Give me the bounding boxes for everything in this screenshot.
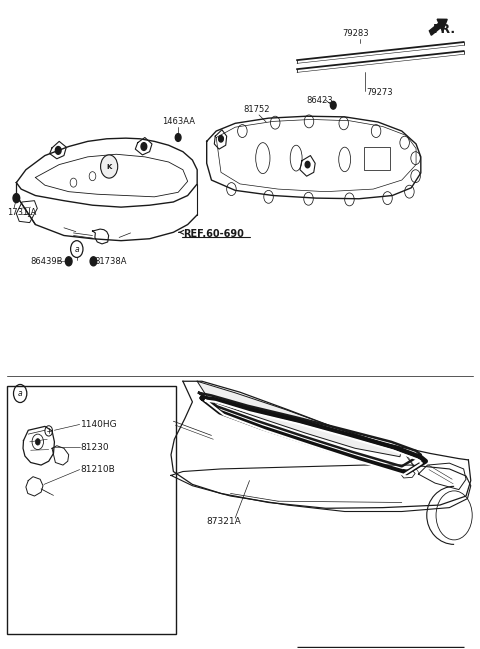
Text: K: K [107,164,112,169]
FancyArrow shape [429,19,447,35]
Text: 87321A: 87321A [206,517,241,526]
Circle shape [101,155,118,178]
Bar [364,147,390,170]
Text: 81752: 81752 [243,105,270,114]
Circle shape [330,101,336,109]
Text: 1731JA: 1731JA [7,208,36,217]
Text: a: a [74,245,79,254]
Text: 81738A: 81738A [95,257,127,266]
Text: 1463AA: 1463AA [162,117,195,126]
Circle shape [305,162,310,168]
Circle shape [218,136,223,142]
Circle shape [141,143,147,151]
Circle shape [13,193,20,202]
Text: 86423: 86423 [307,95,333,104]
Text: REF.60-690: REF.60-690 [183,229,244,239]
Text: 79273: 79273 [366,88,393,97]
Text: 79283: 79283 [342,29,369,38]
Circle shape [36,439,40,445]
Polygon shape [197,381,402,457]
Text: 86439B: 86439B [31,257,63,266]
Circle shape [90,257,97,266]
Text: FR.: FR. [433,23,456,36]
Bar [7,386,176,634]
Text: 81230: 81230 [81,443,109,452]
Circle shape [175,134,181,141]
Text: a: a [18,389,23,398]
Circle shape [55,147,61,154]
Text: 1140HG: 1140HG [81,420,117,429]
Text: 81210B: 81210B [81,465,115,474]
Circle shape [65,257,72,266]
